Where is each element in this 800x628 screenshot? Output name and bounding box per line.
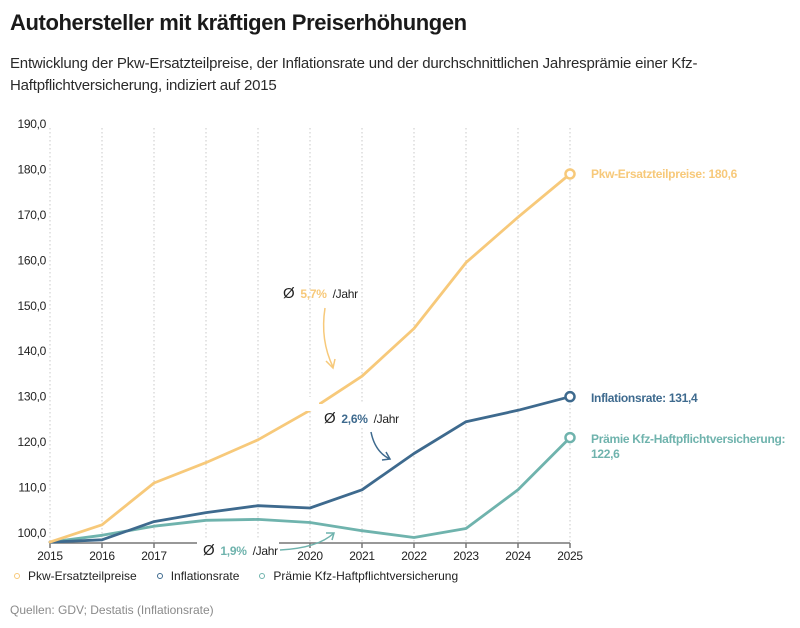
average-symbol: Ø [203,542,215,559]
end-label-pkw: Pkw-Ersatzteilpreise: 180,6 [591,167,738,181]
y-tick-label: 180,0 [17,162,46,176]
x-tick-label: 2023 [453,549,479,563]
annotation-praemie: Ø 1,9% /Jahr [197,532,335,560]
series-line-praemie [48,436,572,544]
x-tick-label: 2024 [505,549,531,563]
arrow-head-icon [326,532,335,541]
y-tick-label: 140,0 [17,344,46,358]
circle-marker-icon [259,573,266,579]
annotation-value: 2,6% [341,412,368,426]
legend-item-pkw[interactable]: Pkw-Ersatzteilpreise [14,569,137,583]
line-chart: 100,0 110,0 120,0 130,0 140,0 150,0 160,0 170,0… [17,117,786,563]
y-tick-label: 190,0 [17,117,46,131]
legend-label: Prämie Kfz-Haftpflichtversicherung [273,569,459,583]
annotation-value: 5,7% [300,287,327,301]
series-lines [48,168,576,544]
y-tick-label: 130,0 [17,390,46,404]
circle-marker-icon [14,573,20,579]
y-tick-label: 100,0 [17,526,46,540]
circle-marker-icon [156,573,163,579]
x-tick-label: 2016 [89,549,115,563]
y-tick-label: 120,0 [17,435,46,449]
x-tick-label: 2025 [557,549,583,563]
y-tick-label: 160,0 [17,253,46,267]
annotation-pkw: Ø 5,7% /Jahr [283,285,358,370]
label-mask [305,397,319,411]
x-tick-label: 2022 [401,549,427,563]
svg-text:Ø 5,7% /Jahr: Ø 5,7% /Jahr [283,285,358,302]
end-label-praemie-value: 122,6 [591,447,620,461]
y-tick-label: 150,0 [17,299,46,313]
y-tick-label: 110,0 [18,481,46,495]
x-tick-label: 2020 [297,549,323,563]
end-point-inflation [564,390,576,403]
legend-label: Pkw-Ersatzteilpreise [28,569,137,583]
annotation-suffix: /Jahr [374,412,399,426]
legend-item-inflation[interactable]: Inflationsrate [156,569,240,583]
arrow-head-icon [381,451,392,461]
x-tick-label: 2017 [141,549,167,563]
x-tick-label: 2015 [37,549,63,563]
average-symbol: Ø [324,410,336,427]
average-symbol: Ø [283,285,295,302]
legend-label: Inflationsrate [170,569,240,583]
svg-text:Ø 2,6% /Jahr: Ø 2,6% /Jahr [324,410,399,427]
series-line-inflation [48,395,572,544]
annotation-suffix: /Jahr [333,287,358,301]
y-tick-label: 170,0 [17,208,46,222]
annotation-suffix: /Jahr [253,544,278,558]
grid-lines [49,128,571,543]
annotations: Ø 5,7% /Jahr Ø 2,6% /Jahr Ø 1,9% /Ja [197,285,400,560]
end-label-praemie: Prämie Kfz-Haftpflichtversicherung: [591,432,785,446]
annotation-value: 1,9% [220,544,247,558]
x-axis: 2015 2016 2017 2020 2021 2022 2023 2024 2025 [37,542,584,563]
end-labels: Pkw-Ersatzteilpreise: 180,6 Inflationsra… [591,167,786,461]
legend: Pkw-Ersatzteilpreise Inflationsrate Präm… [14,569,458,583]
end-label-inflation: Inflationsrate: 131,4 [591,391,698,405]
legend-item-praemie[interactable]: Prämie Kfz-Haftpflichtversicherung [259,569,458,583]
end-point-pkw [564,168,576,180]
source-note: Quellen: GDV; Destatis (Inflationsrate) [10,603,214,617]
chart-subtitle: Entwicklung der Pkw-Ersatzteilpreise, de… [10,55,698,94]
curved-arrow-icon [370,431,391,460]
y-axis: 100,0 110,0 120,0 130,0 140,0 150,0 160,0 170,0… [17,117,46,540]
curved-arrow-icon [322,307,334,368]
x-tick-label: 2021 [349,549,375,563]
end-point-praemie [564,431,576,444]
curved-arrow-icon [279,532,335,551]
annotation-inflation: Ø 2,6% /Jahr [318,404,400,461]
chart-title: Autohersteller mit kräftigen Preiserhöhu… [10,10,467,35]
arrow-head-icon [325,358,336,370]
svg-text:Ø 1,9% /Jahr: Ø 1,9% /Jahr [203,542,278,559]
